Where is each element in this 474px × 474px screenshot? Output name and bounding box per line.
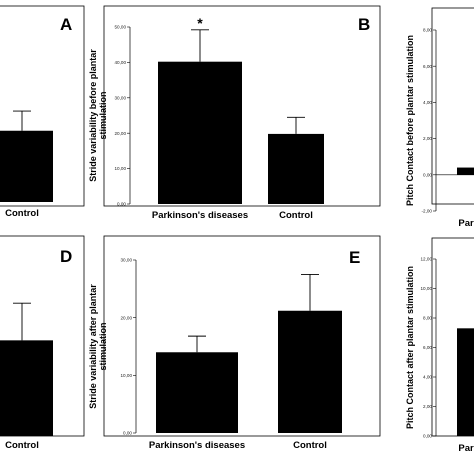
significance-marker: * (197, 15, 203, 31)
y-tick-label: 8,00 (423, 316, 432, 321)
panel-border (103, 5, 381, 207)
panel-border (103, 235, 381, 437)
y-axis-label: Stride variability after plantarstimulat… (88, 284, 108, 409)
y-tick-label: 0,00 (117, 202, 126, 207)
panel-letter: E (349, 248, 360, 267)
y-tick-label: 10,00 (421, 286, 433, 291)
y-tick-label: 30,00 (121, 258, 133, 263)
y-tick-label: 20,00 (115, 131, 127, 136)
y-tick-label: 40,00 (115, 60, 127, 65)
bar (0, 130, 53, 202)
y-tick-label: 8,00 (423, 28, 432, 33)
y-tick-label: 2,00 (423, 404, 432, 409)
category-label: Control (279, 210, 313, 221)
category-label: Parki (458, 443, 474, 454)
bar (0, 340, 53, 436)
category-label: Control (5, 208, 39, 219)
panel-d: Control D (0, 235, 85, 451)
category-label: Parkinson's diseases (149, 440, 245, 451)
bar (457, 167, 474, 175)
panel-letter: B (358, 15, 370, 34)
y-axis-label-line: Pitch Contact before plantar stimulation (405, 35, 415, 206)
panel-f: 0,00 2,00 4,00 6,00 8,00 10,00 12,00 Parki Pitch… (405, 237, 474, 454)
y-axis-label: Pitch Contact after plantar stimulation (405, 266, 415, 429)
y-axis-label: Stride variability before plantarstimula… (88, 49, 108, 182)
y-tick-label: 30,00 (115, 95, 127, 100)
y-tick-label: 6,00 (423, 345, 432, 350)
y-tick-label: 0,00 (123, 431, 132, 436)
y-tick-label: 0,00 (423, 172, 432, 177)
bar (278, 310, 342, 433)
panel-border (431, 7, 474, 205)
y-tick-label: 50,00 (115, 25, 127, 30)
y-axis-label-line: stimulation (98, 91, 108, 139)
y-tick-label: 4,00 (423, 100, 432, 105)
panel-a: Control A (0, 5, 85, 219)
y-axis-label-line: Stride variability before plantar (88, 49, 98, 182)
bar (156, 352, 238, 433)
y-tick-label: 10,00 (121, 373, 133, 378)
y-tick-label: 2,00 (423, 136, 432, 141)
y-axis-label-line: Pitch Contact after plantar stimulation (405, 266, 415, 429)
category-label: Control (5, 440, 39, 451)
y-tick-label: 20,00 (121, 315, 133, 320)
y-tick-label: 10,00 (115, 166, 127, 171)
panel-b: 0,00 10,00 20,00 30,00 40,00 50,00 Parkinson's… (88, 5, 381, 221)
y-tick-label: 4,00 (423, 375, 432, 380)
y-axis-label-line: stimulation (98, 322, 108, 370)
y-axis-label: Pitch Contact before plantar stimulation (405, 35, 415, 206)
bar (268, 133, 324, 204)
y-tick-label: 0,00 (423, 434, 432, 439)
y-axis-label-line: Stride variability after plantar (88, 284, 98, 409)
category-label: Control (293, 440, 327, 451)
panel-c: -2,00 0,00 2,00 4,00 6,00 8,00 Parki Pitch Cont… (405, 7, 474, 229)
y-tick-label: -2,00 (422, 209, 433, 214)
category-label: Parki (458, 218, 474, 229)
y-tick-label: 6,00 (423, 64, 432, 69)
panel-border (0, 5, 85, 207)
bar (457, 328, 474, 436)
bar (158, 61, 242, 204)
panel-letter: D (60, 247, 72, 266)
panel-e: 0,00 10,00 20,00 30,00 Parkinson's diseases C… (88, 235, 381, 451)
y-tick-label: 12,00 (421, 257, 433, 262)
category-label: Parkinson's diseases (152, 210, 248, 221)
panel-letter: A (60, 15, 72, 34)
